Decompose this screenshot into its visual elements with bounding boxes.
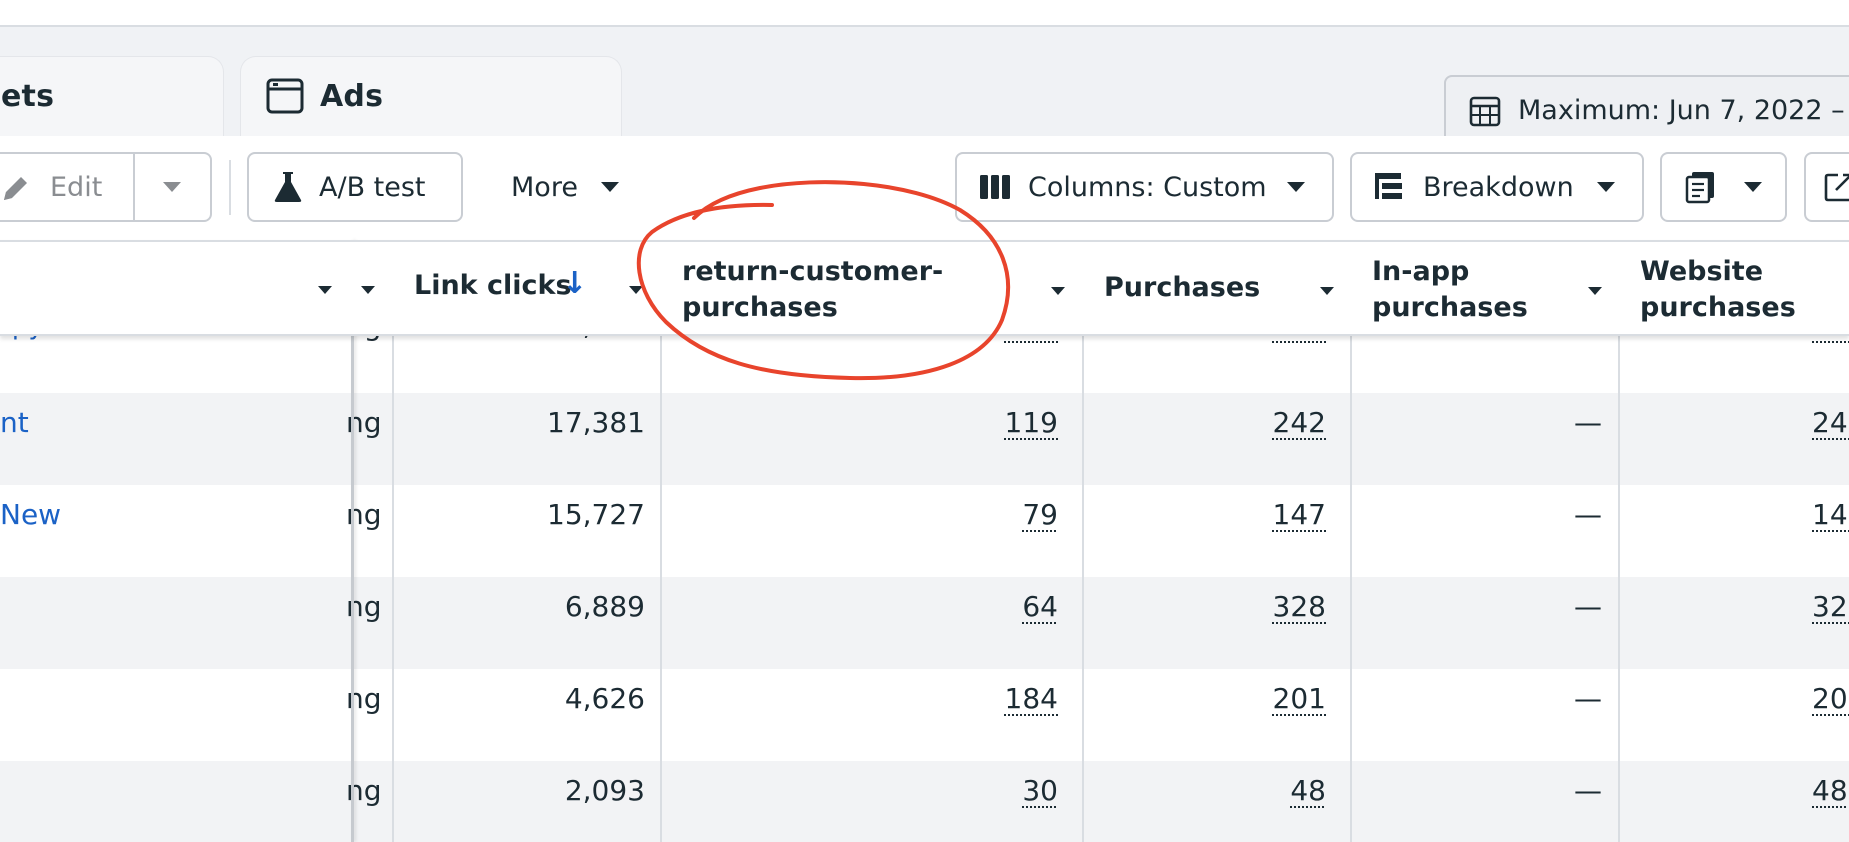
ad-name-link[interactable]: nt [0,406,29,439]
return-customer-purchases-cell[interactable]: 30 [1022,774,1058,807]
more-button[interactable]: More [496,152,646,222]
purchases-cell[interactable]: 242 [1272,406,1326,439]
link-clicks-header-label: Link clicks [414,270,572,301]
caret-down-icon [601,182,619,192]
in-app-purchases-cell: — [1574,774,1602,807]
purchases-cell[interactable]: 48 [1290,774,1326,807]
tab-ads-label: Ads [320,79,384,114]
ab-test-label: A/B test [319,172,426,203]
link-clicks-cell: 17,381 [547,406,645,439]
more-label: More [511,172,578,203]
return-customer-purchases-cell[interactable]: 184 [1004,682,1058,715]
table-row[interactable]: nt ng 17,381 119 242 — 242 [0,393,1849,485]
website-purchases-cell[interactable]: 242 [1812,406,1849,439]
column-header-name[interactable] [0,242,351,336]
in-app-purchases-cell: — [1574,682,1602,715]
website-purchases-cell[interactable]: 328 [1812,590,1849,623]
return-customer-purchases-cell[interactable]: 119 [1004,406,1058,439]
tab-ad-sets-label: ets [1,79,55,114]
purchases-cell[interactable]: 328 [1272,590,1326,623]
caret-down-icon[interactable] [318,286,332,294]
in-app-purchases-cell: — [1574,406,1602,439]
date-range-picker[interactable]: Maximum: Jun 7, 2022 – J [1444,75,1849,145]
calendar-icon [1469,95,1501,131]
columns-button[interactable]: Columns: Custom [955,152,1334,222]
caret-down-icon[interactable] [361,286,375,294]
table-header: Link clicks ↓ return-customer- purchases… [0,240,1849,336]
column-header-purchases[interactable]: Purchases [1084,242,1350,336]
link-clicks-cell: 6,889 [564,590,645,623]
return-customer-header-line1: return-customer- [682,256,944,287]
reports-button[interactable] [1660,152,1787,222]
return-customer-purchases-cell[interactable]: 79 [1022,498,1058,531]
link-clicks-cell: 2,093 [564,774,645,807]
in-app-purchases-cell: — [1574,498,1602,531]
purchases-cell[interactable]: 147 [1272,498,1326,531]
export-icon [1824,172,1849,206]
caret-down-icon [1287,182,1305,192]
table-row[interactable]: ng 4,626 184 201 — 201 [0,669,1849,761]
link-clicks-cell: 15,727 [547,498,645,531]
in-app-header-line2: purchases [1372,292,1528,323]
column-header-return-customer-purchases[interactable]: return-customer- purchases [662,242,1082,336]
export-button[interactable] [1804,152,1849,222]
website-header-line1: Website [1640,256,1764,287]
column-header-in-app-purchases[interactable]: In-app purchases [1352,242,1618,336]
column-header-link-clicks[interactable]: Link clicks ↓ [394,242,660,336]
frozen-column-edge [351,240,354,842]
pencil-icon [0,172,32,208]
flask-icon [273,170,303,208]
in-app-header-line1: In-app [1372,256,1470,287]
tab-strip: ets Ads Maximum: Jun 7, 2022 – J [0,27,1849,145]
link-clicks-cell: 4,626 [564,682,645,715]
ad-window-icon [266,77,304,119]
website-header-line2: purchases [1640,292,1796,323]
edit-button-group: Edit [0,152,212,222]
date-range-label: Maximum: Jun 7, 2022 – J [1518,95,1849,126]
table-row[interactable]: ng 6,889 64 328 — 328 [0,577,1849,669]
edit-button-label: Edit [50,172,103,203]
column-divider [1618,240,1620,842]
toolbar-divider [229,160,231,215]
top-bar [0,0,1849,27]
website-purchases-cell[interactable]: 48 [1812,774,1848,807]
edit-button[interactable]: Edit [0,154,135,220]
column-header-delivery[interactable] [353,242,392,336]
columns-label: Columns: Custom [1028,172,1267,203]
return-customer-header-line2: purchases [682,292,838,323]
caret-down-icon[interactable] [1588,287,1602,295]
tab-ads[interactable]: Ads [240,56,622,136]
breakdown-label: Breakdown [1423,172,1574,203]
breakdown-button[interactable]: Breakdown [1350,152,1644,222]
table-row[interactable]: ng 2,093 30 48 — 48 [0,761,1849,842]
caret-down-icon [1744,182,1762,192]
return-customer-purchases-cell[interactable]: 64 [1022,590,1058,623]
purchases-header-label: Purchases [1104,272,1261,303]
report-icon [1684,170,1718,208]
tab-ad-sets[interactable]: ets [0,56,224,136]
website-purchases-cell[interactable]: 201 [1812,682,1849,715]
ab-test-button[interactable]: A/B test [247,152,463,222]
caret-down-icon[interactable] [1320,287,1334,295]
in-app-purchases-cell: — [1574,590,1602,623]
column-divider [392,240,394,842]
table-row[interactable]: New ng 15,727 79 147 — 147 [0,485,1849,577]
edit-dropdown-button[interactable] [137,154,210,220]
caret-down-icon[interactable] [629,286,643,294]
column-header-website-purchases[interactable]: Website purchases [1620,242,1849,336]
column-divider [1082,240,1084,842]
caret-down-icon[interactable] [1051,287,1065,295]
sort-down-arrow-icon: ↓ [562,266,588,301]
caret-down-icon [163,182,181,192]
breakdown-icon [1374,172,1404,206]
purchases-cell[interactable]: 201 [1272,682,1326,715]
ad-name-link[interactable]: New [0,498,62,531]
column-divider [1350,240,1352,842]
caret-down-icon [1597,182,1615,192]
column-divider [660,240,662,842]
columns-icon [979,174,1011,204]
website-purchases-cell[interactable]: 147 [1812,498,1849,531]
